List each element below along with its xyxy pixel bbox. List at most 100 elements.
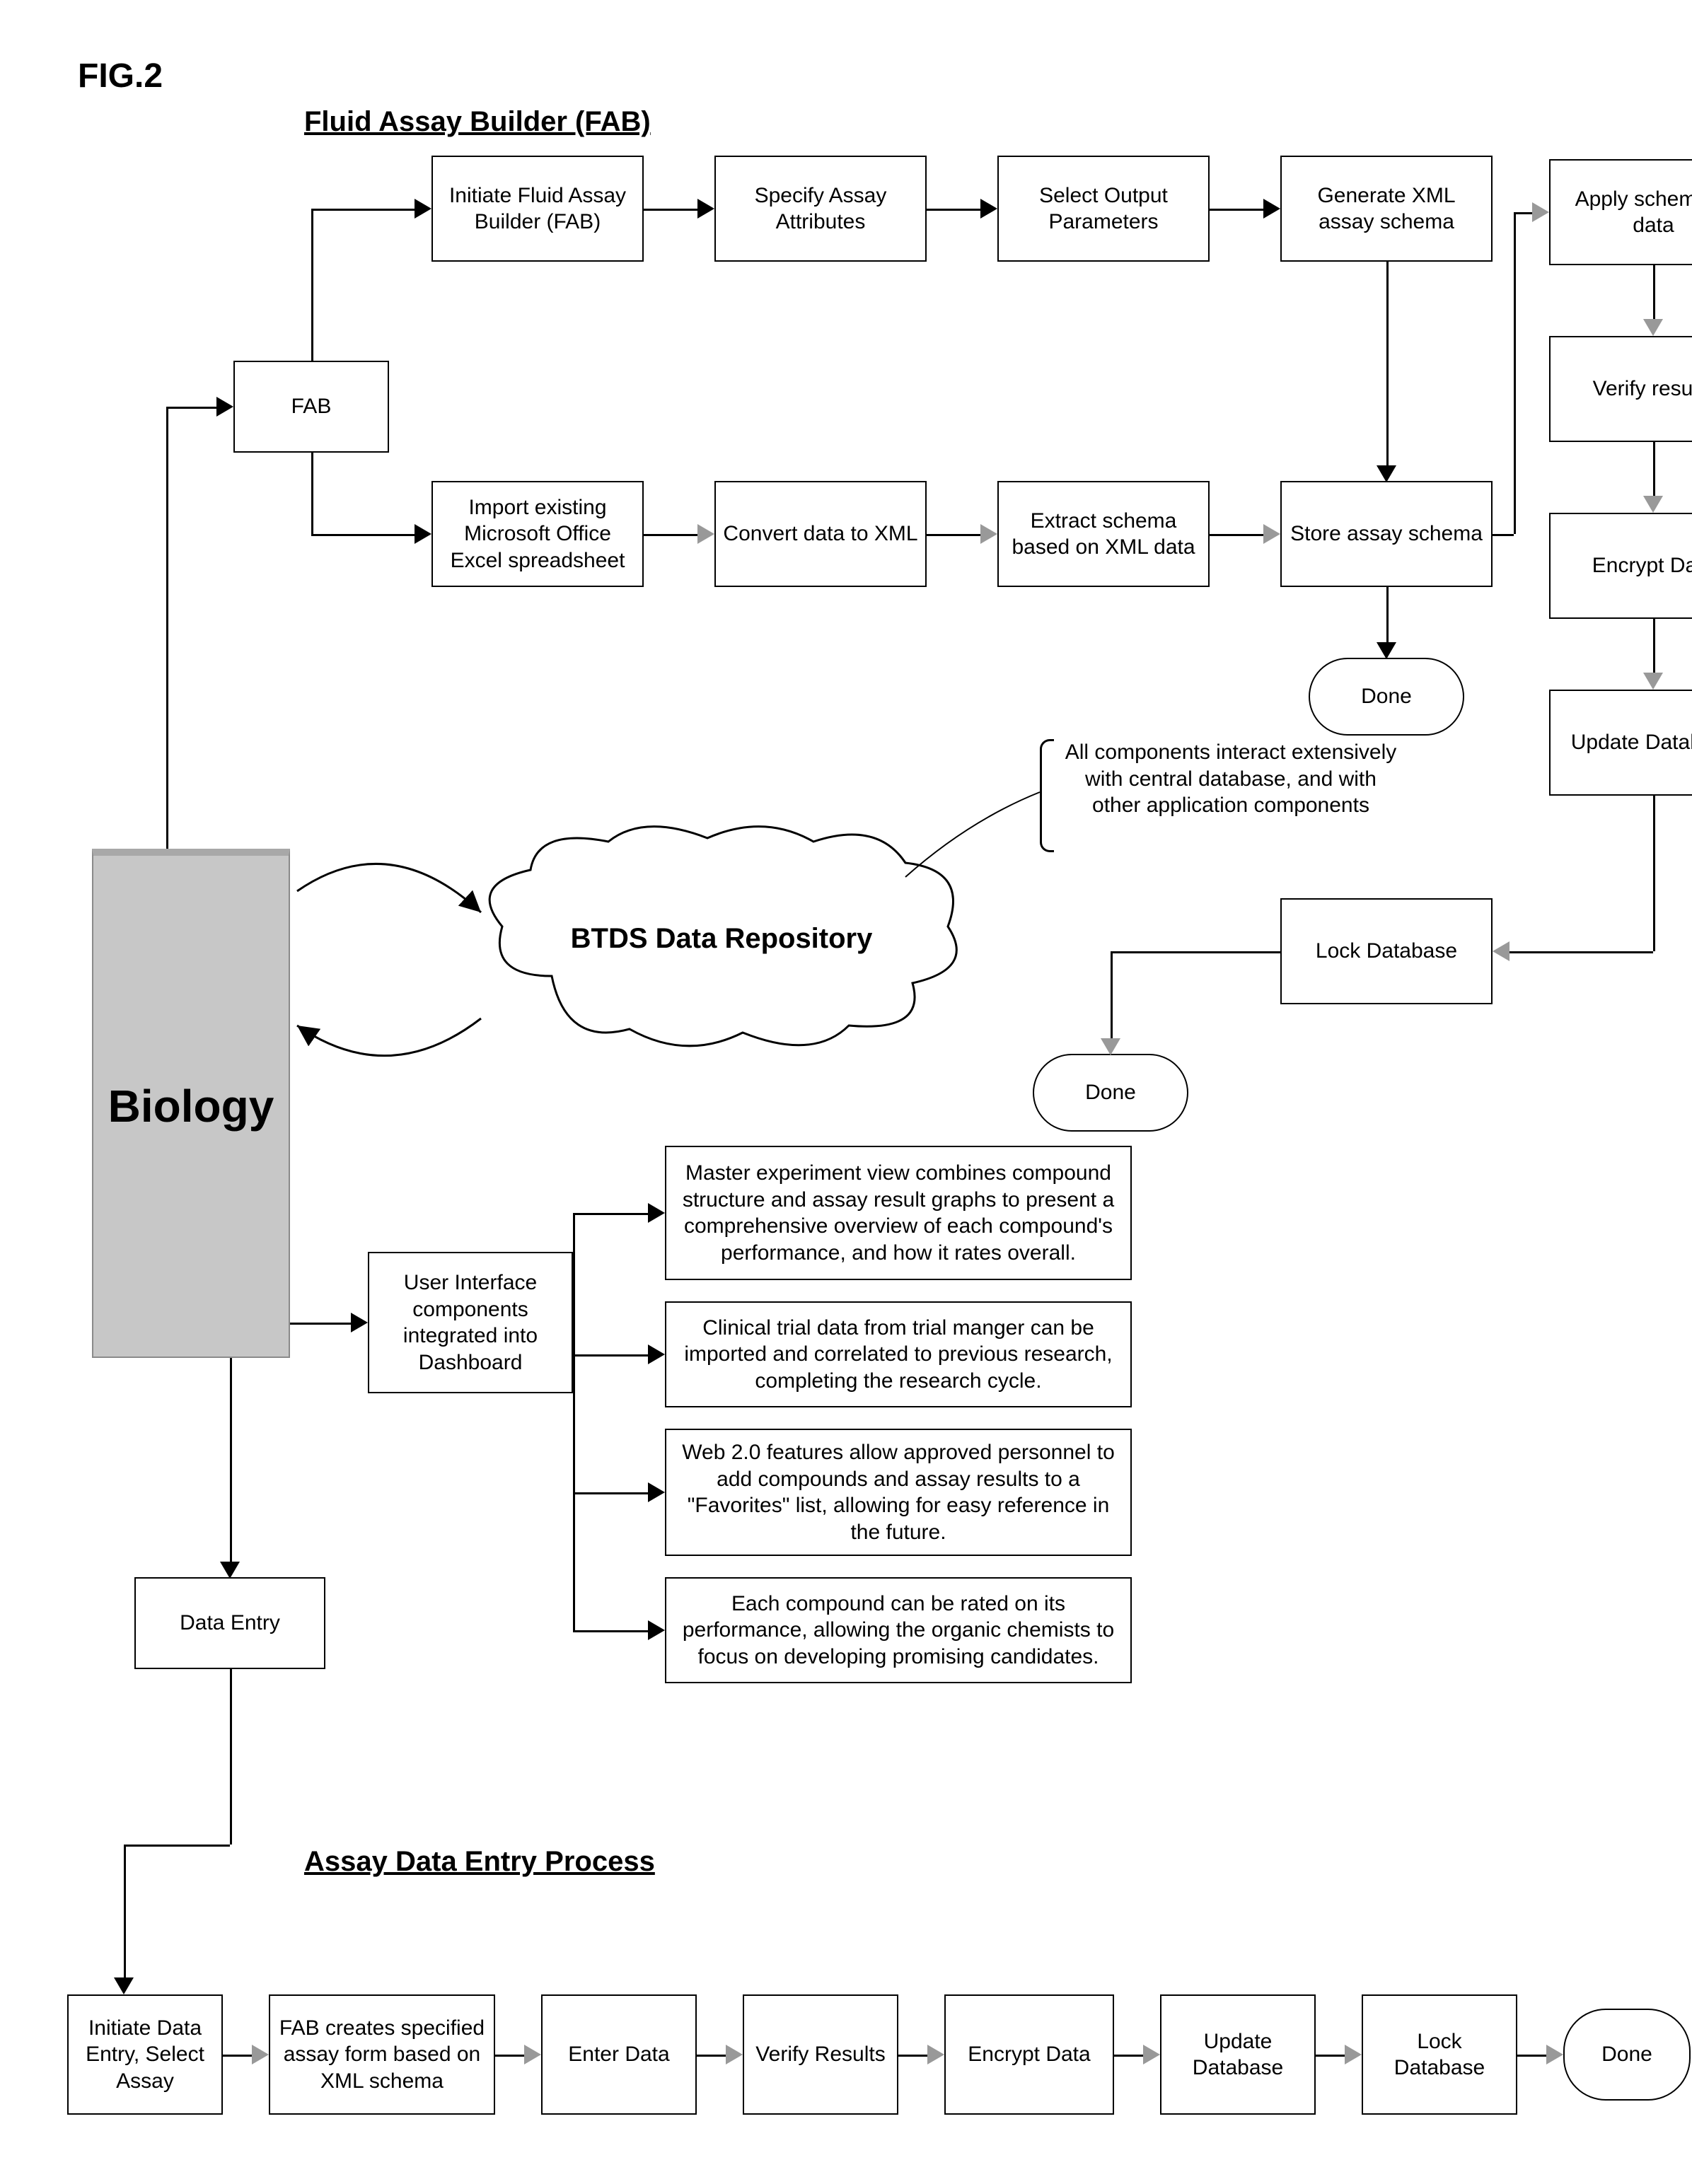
- connector-pointer: [898, 792, 1047, 884]
- box-biology: Biology: [92, 849, 290, 1358]
- note-feature-2: Clinical trial data from trial manger ca…: [665, 1301, 1132, 1407]
- connector: [1210, 534, 1265, 536]
- box-generate-xml: Generate XML assay schema: [1280, 156, 1493, 262]
- arrowhead-icon: [697, 524, 714, 544]
- connector: [1514, 212, 1516, 534]
- connector: [573, 1213, 649, 1215]
- arrowhead-icon: [648, 1620, 665, 1640]
- note-interact: All components interact extensively with…: [1061, 739, 1401, 819]
- box-lock-database: Lock Database: [1280, 898, 1493, 1004]
- connector: [124, 1845, 230, 1847]
- arrowhead-icon: [1377, 465, 1396, 482]
- arrowhead-icon: [1493, 941, 1510, 961]
- section-title-adep: Assay Data Entry Process: [304, 1846, 655, 1878]
- box-convert-xml: Convert data to XML: [714, 481, 927, 587]
- arrowhead-icon: [1143, 2045, 1160, 2064]
- connector: [230, 1358, 232, 1563]
- arrowhead-icon: [220, 1562, 240, 1579]
- arrowhead-icon: [1643, 319, 1663, 336]
- arrowhead-icon: [927, 2045, 944, 2064]
- arrowhead-icon: [252, 2045, 269, 2064]
- box-data-entry: Data Entry: [134, 1577, 325, 1669]
- box-ui-components: User Interface components integrated int…: [368, 1252, 573, 1393]
- connector: [166, 407, 168, 849]
- diagram-canvas: FIG.2 Fluid Assay Builder (FAB) Initiate…: [0, 0, 1692, 2184]
- connector: [1653, 265, 1655, 320]
- connector: [311, 453, 313, 534]
- terminator-done-fab: Done: [1309, 658, 1464, 736]
- arrowhead-icon: [1263, 524, 1280, 544]
- box-adep-verify: Verify Results: [743, 1994, 898, 2115]
- box-initiate-fab: Initiate Fluid Assay Builder (FAB): [431, 156, 644, 262]
- connector: [1386, 262, 1389, 467]
- connector: [644, 534, 699, 536]
- connector: [1514, 212, 1534, 214]
- box-adep-encrypt: Encrypt Data: [944, 1994, 1114, 2115]
- box-select-output: Select Output Parameters: [997, 156, 1210, 262]
- connector: [124, 1845, 126, 1979]
- arrowhead-icon: [1546, 2045, 1563, 2064]
- figure-label: FIG.2: [78, 57, 163, 95]
- box-update-database: Update Database: [1549, 690, 1692, 796]
- arrowhead-icon: [697, 199, 714, 219]
- box-specify-attributes: Specify Assay Attributes: [714, 156, 927, 262]
- connector: [311, 209, 416, 211]
- arrowhead-icon: [648, 1482, 665, 1502]
- arrowhead-icon: [415, 524, 431, 544]
- box-adep-initiate: Initiate Data Entry, Select Assay: [67, 1994, 223, 2115]
- arrowhead-icon: [415, 199, 431, 219]
- arrowhead-icon: [216, 397, 233, 417]
- arrowhead-icon: [648, 1344, 665, 1364]
- connector: [223, 2055, 253, 2057]
- arrowhead-icon: [726, 2045, 743, 2064]
- note-feature-1: Master experiment view combines compound…: [665, 1146, 1132, 1280]
- connector: [1111, 951, 1280, 953]
- arrowhead-icon: [1263, 199, 1280, 219]
- connector: [290, 1323, 352, 1325]
- connector: [573, 1630, 649, 1632]
- connector: [1111, 951, 1113, 1040]
- box-extract-schema: Extract schema based on XML data: [997, 481, 1210, 587]
- box-apply-schema: Apply schema to data: [1549, 159, 1692, 265]
- box-import-excel: Import existing Microsoft Office Excel s…: [431, 481, 644, 587]
- terminator-done-adep: Done: [1563, 2009, 1691, 2101]
- connector: [1508, 951, 1653, 953]
- connector: [573, 1213, 575, 1323]
- arrowhead-icon: [351, 1313, 368, 1332]
- arrowhead-icon: [524, 2045, 541, 2064]
- box-fab: FAB: [233, 361, 389, 453]
- arrowhead-icon: [1532, 202, 1549, 222]
- connector: [495, 2055, 526, 2057]
- connector: [644, 209, 699, 211]
- section-title-fab: Fluid Assay Builder (FAB): [304, 106, 651, 138]
- arrowhead-icon: [1101, 1038, 1120, 1055]
- connector: [1210, 209, 1265, 211]
- connector: [1653, 796, 1655, 951]
- note-feature-4: Each compound can be rated on its perfor…: [665, 1577, 1132, 1683]
- connector: [1653, 442, 1655, 497]
- connector: [1114, 2055, 1145, 2057]
- arrowhead-icon: [1345, 2045, 1362, 2064]
- arrowhead-icon: [1377, 642, 1396, 659]
- connector: [1653, 619, 1655, 674]
- note-feature-3: Web 2.0 features allow approved personne…: [665, 1429, 1132, 1556]
- connector: [697, 2055, 727, 2057]
- cloud-repository: BTDS Data Repository: [474, 820, 969, 1061]
- connector: [1493, 534, 1514, 536]
- cloud-label: BTDS Data Repository: [474, 923, 969, 955]
- connector: [311, 534, 416, 536]
- connector: [1517, 2055, 1548, 2057]
- arrowhead-icon: [648, 1203, 665, 1223]
- connector: [898, 2055, 929, 2057]
- arrowhead-icon: [980, 524, 997, 544]
- arrowhead-icon: [1643, 496, 1663, 513]
- box-store-schema: Store assay schema: [1280, 481, 1493, 587]
- connector-curve: [290, 849, 502, 1089]
- box-adep-enter: Enter Data: [541, 1994, 697, 2115]
- connector: [230, 1669, 232, 1845]
- box-adep-lock: Lock Database: [1362, 1994, 1517, 2115]
- arrowhead-icon: [980, 199, 997, 219]
- connector: [927, 534, 982, 536]
- box-encrypt-data: Encrypt Data: [1549, 513, 1692, 619]
- arrowhead-icon: [114, 1977, 134, 1994]
